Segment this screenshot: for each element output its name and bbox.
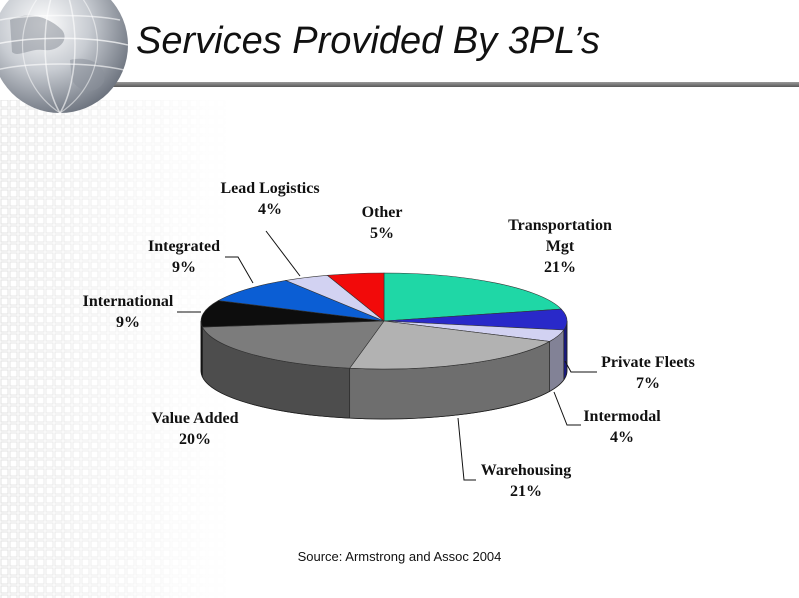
leader-line-warehousing [457,417,476,481]
slice-value-warehousing: 21% [510,483,542,500]
slice-label-value-added: Value Added [152,410,239,427]
slice-label-integrated: Integrated [148,238,220,255]
globe-logo [0,0,129,114]
slice-value-lead-logistics: 4% [258,201,282,218]
slice-label-transportation-mgt: Transportation [508,217,612,234]
slice-value-private-fleets: 7% [636,375,660,392]
slice-value-integrated: 9% [172,259,196,276]
pie-slice-value-added [201,320,385,369]
pie-slice-warehousing [349,320,551,370]
slice-value-intermodal: 4% [610,429,634,446]
pie-side-outline [200,321,568,420]
leader-line-private-fleets [564,360,597,373]
slice-value-transportation-mgt: 21% [544,259,576,276]
pie-slice-integrated [217,280,385,322]
slice-label-other: Other [362,204,403,221]
pie-side-private-fleets [563,320,568,381]
pie-slice-transportation-mgt [383,272,562,322]
leader-line-integrated [225,256,254,284]
pie-slice-international [200,300,385,328]
slice-label-private-fleets: Private Fleets [601,354,695,371]
leader-line-lead-logistics [265,230,301,277]
header-rule [88,82,799,87]
slice-label-lead-logistics: Lead Logistics [220,180,319,197]
slice-value-other: 5% [370,225,394,242]
slice-label-international: International [83,293,174,310]
slice-value-international: 9% [116,314,140,331]
source-note: Source: Armstrong and Assoc 2004 [297,549,502,564]
slice-label-warehousing: Warehousing [481,462,571,479]
slide-title: Services Provided By 3PL’s [136,20,600,62]
slice-label-transportation-mgt: Mgt [546,238,575,255]
slice-label-intermodal: Intermodal [583,408,661,425]
leader-line-intermodal [553,391,581,426]
pie-slice-other [326,272,385,322]
slice-value-value-added: 20% [179,431,211,448]
